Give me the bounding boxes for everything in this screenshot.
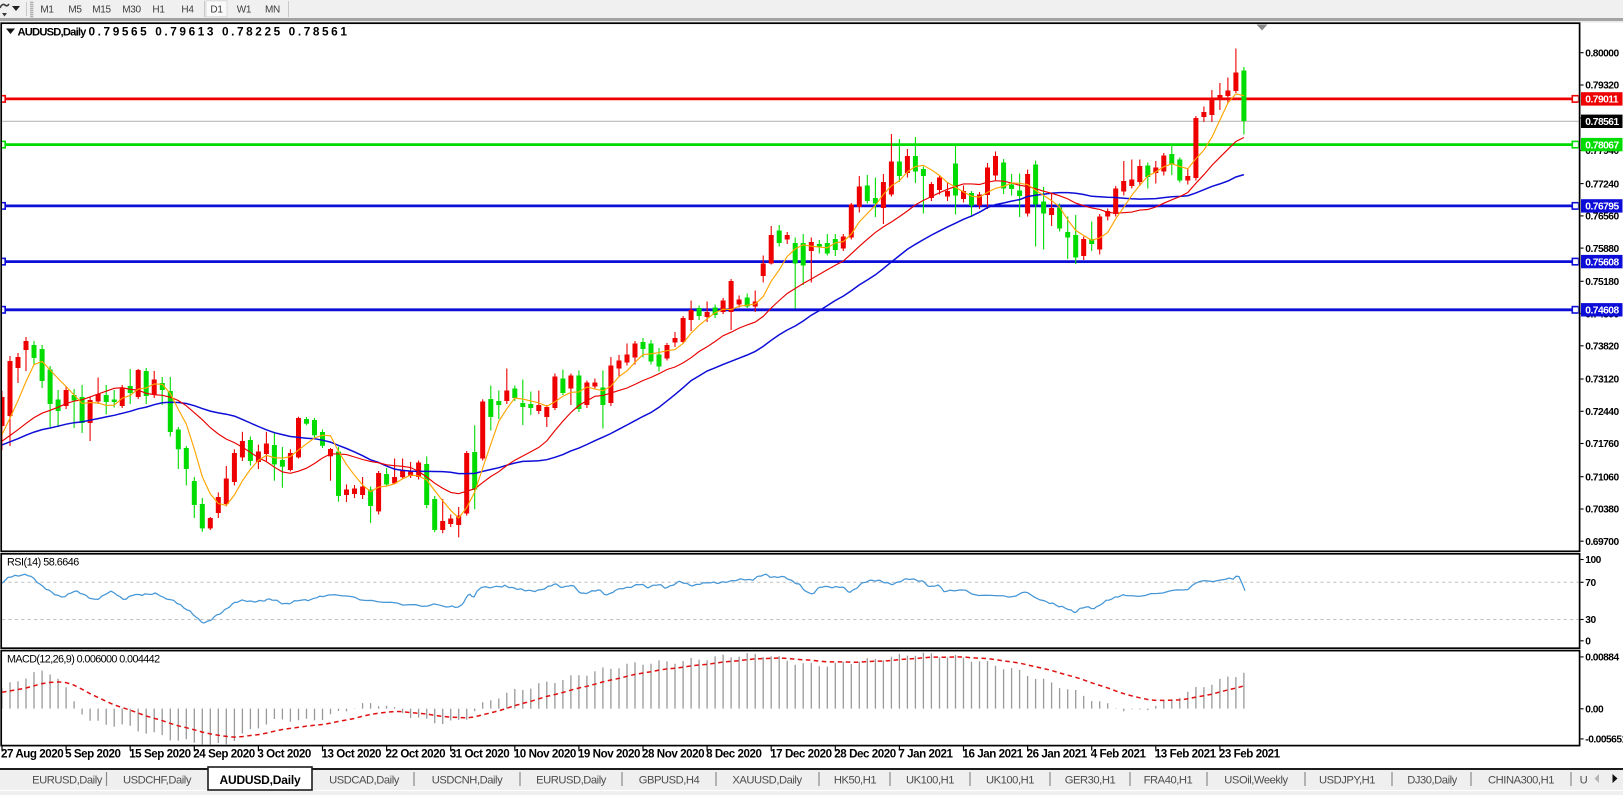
svg-text:0.71060: 0.71060	[1585, 472, 1619, 483]
svg-text:0.78067: 0.78067	[1585, 140, 1619, 151]
svg-text:D1: D1	[210, 5, 223, 16]
svg-text:0.80000: 0.80000	[1585, 48, 1619, 59]
svg-text:0.69700: 0.69700	[1585, 537, 1619, 548]
svg-text:16 Jan 2021: 16 Jan 2021	[963, 748, 1024, 761]
svg-text:EURUSD,Daily: EURUSD,Daily	[32, 775, 103, 787]
svg-text:0.75608: 0.75608	[1585, 257, 1619, 268]
svg-text:26 Jan 2021: 26 Jan 2021	[1027, 748, 1088, 761]
svg-text:0.75880: 0.75880	[1585, 244, 1619, 255]
svg-text:23 Feb 2021: 23 Feb 2021	[1219, 748, 1281, 761]
svg-text:W1: W1	[237, 5, 252, 16]
svg-text:HK50,H1: HK50,H1	[834, 775, 876, 787]
svg-text:28 Nov 2020: 28 Nov 2020	[642, 748, 704, 761]
svg-text:H4: H4	[181, 5, 194, 16]
svg-text:0.79011: 0.79011	[1585, 95, 1619, 106]
svg-text:0.77940: 0.77940	[1585, 146, 1619, 157]
svg-text:USDCAD,Daily: USDCAD,Daily	[329, 775, 400, 787]
svg-text:0.77240: 0.77240	[1585, 179, 1619, 190]
svg-text:0.78561: 0.78561	[1585, 117, 1619, 128]
svg-text:0.74608: 0.74608	[1585, 306, 1619, 317]
svg-text:0.76560: 0.76560	[1585, 212, 1619, 223]
svg-text:USDCNH,Daily: USDCNH,Daily	[432, 775, 503, 787]
svg-text:M1: M1	[40, 5, 54, 16]
svg-text:MN: MN	[265, 5, 280, 16]
svg-text:0.79320: 0.79320	[1585, 81, 1619, 92]
svg-text:0: 0	[1585, 637, 1591, 648]
svg-text:0.71760: 0.71760	[1585, 439, 1619, 450]
svg-text:0.00: 0.00	[1585, 705, 1604, 716]
svg-text:0.70380: 0.70380	[1585, 505, 1619, 516]
svg-text:USOil,Weekly: USOil,Weekly	[1224, 775, 1288, 787]
svg-text:100: 100	[1585, 555, 1601, 566]
svg-text:28 Dec 2020: 28 Dec 2020	[834, 748, 895, 761]
svg-text:31 Oct 2020: 31 Oct 2020	[450, 748, 510, 761]
svg-text:27 Aug 2020: 27 Aug 2020	[1, 748, 63, 761]
svg-text:DJ30,Daily: DJ30,Daily	[1407, 775, 1457, 787]
svg-text:0.72440: 0.72440	[1585, 407, 1619, 418]
svg-text:U: U	[1580, 775, 1588, 787]
svg-text:0.73120: 0.73120	[1585, 375, 1619, 386]
svg-text:24 Sep 2020: 24 Sep 2020	[193, 748, 254, 761]
svg-text:30: 30	[1585, 615, 1596, 626]
svg-text:EURUSD,Daily: EURUSD,Daily	[536, 775, 607, 787]
svg-text:USDJPY,H1: USDJPY,H1	[1319, 775, 1375, 787]
svg-text:GBPUSD,H4: GBPUSD,H4	[639, 775, 700, 787]
svg-text:70: 70	[1585, 578, 1596, 589]
svg-text:3 Oct 2020: 3 Oct 2020	[257, 748, 311, 761]
svg-text:0.79565 0.79613 0.78225 0.7856: 0.79565 0.79613 0.78225 0.78561	[89, 25, 350, 39]
svg-text:10 Nov 2020: 10 Nov 2020	[514, 748, 576, 761]
svg-text:0.00884: 0.00884	[1585, 653, 1619, 664]
svg-text:M5: M5	[68, 5, 82, 16]
svg-text:22 Oct 2020: 22 Oct 2020	[386, 748, 446, 761]
svg-text:XAUUSD,Daily: XAUUSD,Daily	[732, 775, 802, 787]
svg-text:13 Oct 2020: 13 Oct 2020	[322, 748, 382, 761]
svg-text:4 Feb 2021: 4 Feb 2021	[1091, 748, 1147, 761]
svg-text:CHINA300,H1: CHINA300,H1	[1488, 775, 1554, 787]
svg-text:UK100,H1: UK100,H1	[986, 775, 1034, 787]
svg-text:17 Dec 2020: 17 Dec 2020	[770, 748, 831, 761]
svg-text:0.73820: 0.73820	[1585, 342, 1619, 353]
svg-text:H1: H1	[152, 5, 165, 16]
svg-text:-0.005651: -0.005651	[1585, 735, 1623, 746]
svg-text:5 Sep 2020: 5 Sep 2020	[65, 748, 120, 761]
svg-text:7 Jan 2021: 7 Jan 2021	[898, 748, 953, 761]
svg-text:13 Feb 2021: 13 Feb 2021	[1155, 748, 1217, 761]
svg-text:USDCHF,Daily: USDCHF,Daily	[123, 775, 192, 787]
svg-text:M30: M30	[122, 5, 141, 16]
svg-text:15 Sep 2020: 15 Sep 2020	[129, 748, 190, 761]
svg-text:MACD(12,26,9) 0.006000 0.00444: MACD(12,26,9) 0.006000 0.004442	[7, 654, 160, 666]
svg-text:0.75180: 0.75180	[1585, 277, 1619, 288]
svg-text:8 Dec 2020: 8 Dec 2020	[706, 748, 761, 761]
svg-text:GER30,H1: GER30,H1	[1065, 775, 1116, 787]
svg-text:AUDUSD,Daily: AUDUSD,Daily	[18, 27, 88, 39]
svg-text:RSI(14) 58.6646: RSI(14) 58.6646	[7, 557, 79, 569]
svg-text:FRA40,H1: FRA40,H1	[1144, 775, 1193, 787]
svg-text:M15: M15	[92, 5, 111, 16]
svg-text:0.76795: 0.76795	[1585, 202, 1619, 213]
svg-text:UK100,H1: UK100,H1	[906, 775, 954, 787]
svg-text:19 Nov 2020: 19 Nov 2020	[578, 748, 640, 761]
svg-text:AUDUSD,Daily: AUDUSD,Daily	[220, 773, 301, 787]
